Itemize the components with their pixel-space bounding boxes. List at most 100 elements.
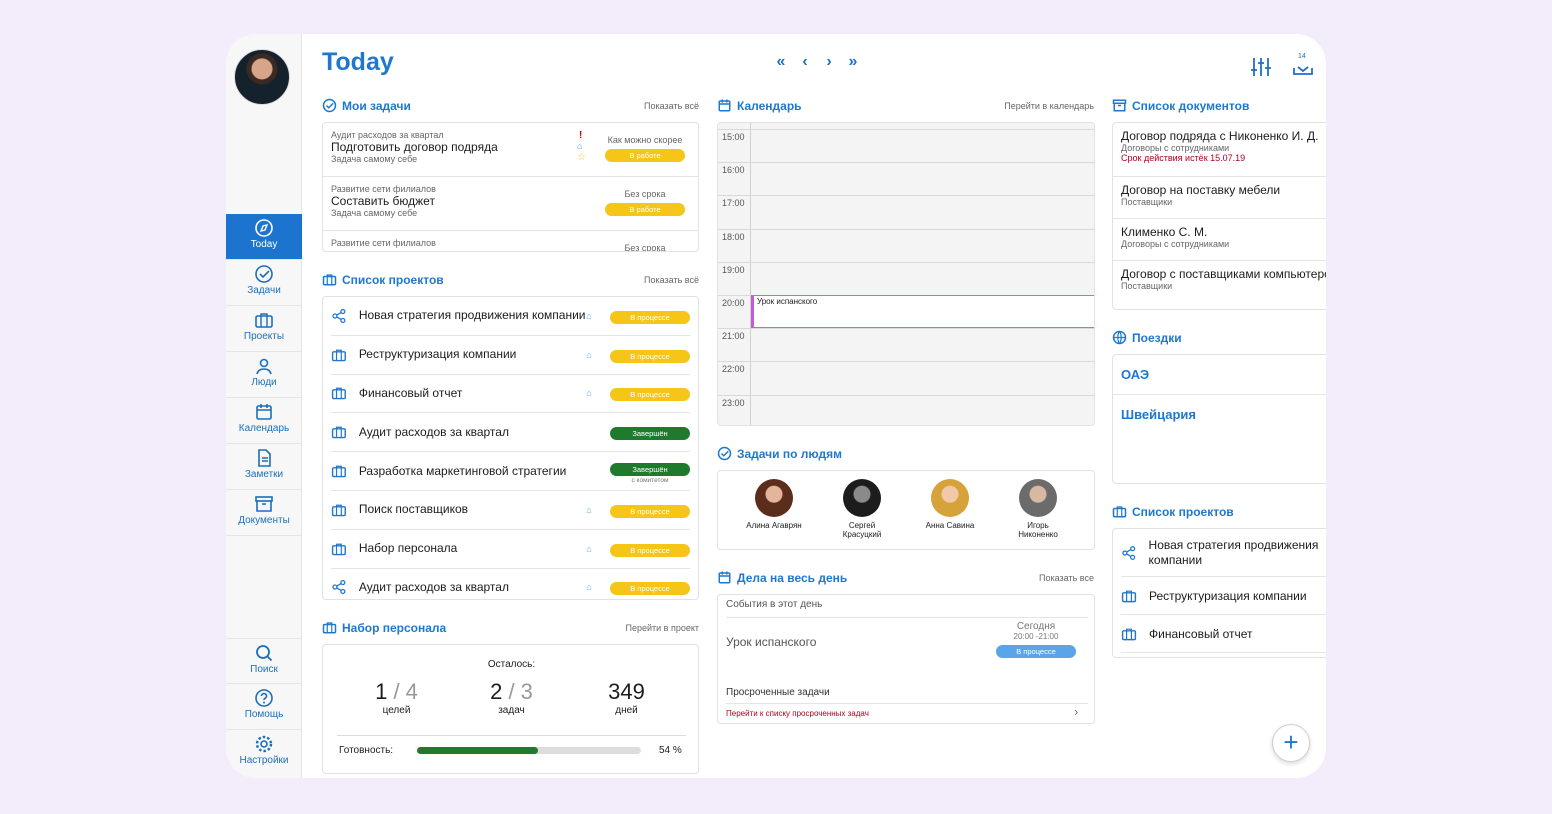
download-tray-icon [1293,66,1313,75]
task-assignee: Задача самому себе [331,154,418,164]
document-row[interactable]: Клименко С. М. Договоры с сотрудниками [1113,219,1326,261]
sidebar-item-today[interactable]: Today [226,214,302,260]
document-row[interactable]: Договор на поставку мебели Поставщики [1113,177,1326,219]
overdue-link[interactable]: Перейти к списку просроченных задач [726,709,869,718]
add-button[interactable]: + [1272,724,1310,762]
briefcase-icon [331,543,346,555]
calendar-hour-row[interactable]: 17:00 [718,195,1094,228]
calendar-hour-row[interactable]: 16:00 [718,162,1094,195]
project-name: Новая стратегия продвижения компании [358,308,586,323]
project-row[interactable]: Финансовый отчет ⌂ В процессе [331,375,690,414]
sidebar-item-notes[interactable]: Заметки [226,444,302,490]
briefcase-icon [322,622,337,634]
ready-progress [417,747,641,754]
tag-icon: ⌂ [586,310,592,321]
chevron-right-icon[interactable]: › [1074,704,1079,719]
sidebar-item-tasks[interactable]: Задачи [226,260,302,306]
sidebar-item-calendar[interactable]: Календарь [226,398,302,444]
toolbar: 14 [1250,53,1314,78]
archive-icon [255,496,273,512]
star-icon[interactable]: ☆ [577,152,586,163]
user-avatar[interactable] [234,49,290,105]
document-row[interactable]: Договор подряда с Никоненко И. Д. Догово… [1113,123,1326,177]
check-circle-icon [717,446,732,461]
calendar-hour-row[interactable]: 23:00 [718,394,1094,425]
person-item[interactable]: Анна Савина [902,479,998,530]
project-row[interactable]: Поиск поставщиков ⌂ В процессе [331,491,690,530]
sidebar-item-settings[interactable]: Настройки [226,730,302,776]
tasks-show-all-link[interactable]: Показать всё [644,100,699,111]
tasks-label: задач [498,705,525,716]
status-badge: В работе [605,149,685,162]
project-row[interactable]: Аудит расходов за квартал Завершён [331,413,690,453]
project-row[interactable]: Новая стратегия продвижения компании ⌂ В п… [331,297,690,336]
last-page-icon[interactable]: » [848,53,858,70]
person-item[interactable]: Игорь Никоненко [990,479,1086,539]
project-row[interactable]: Разработка маркетинговой стратегии Заверш… [331,452,690,491]
calendar-hour-row[interactable]: 19:00 [718,261,1094,295]
trip-item[interactable]: ОАЭ [1113,355,1326,395]
hour-label: 20:00 [722,298,745,308]
trip-item[interactable]: Швейцария [1121,407,1197,422]
document-row[interactable]: Договор с поставщиками компьютеров Поста… [1113,261,1326,303]
calendar-open-link[interactable]: Перейти в календарь [1004,100,1094,111]
hour-label: 23:00 [722,397,745,408]
projects-card: Новая стратегия продвижения компании ⌂ В п… [322,296,699,600]
compass-icon [255,219,273,237]
briefcase-icon [331,426,346,439]
allday-show-all-link[interactable]: Показать все [1039,572,1094,583]
task-project: Аудит расходов за квартал [331,130,444,140]
project-name: Финансовый отчет [358,385,463,400]
project-row[interactable]: Реструктуризация компании ⌂ В процессе [331,336,690,375]
task-row[interactable]: Аудит расходов за квартал Подготовить до… [323,123,698,177]
trips-header: Поездки [1112,330,1326,345]
download-button[interactable]: 14 [1292,53,1314,78]
calendar-hour-row[interactable]: 18:00 [718,228,1094,262]
calendar-icon [718,571,731,584]
hour-label: 17:00 [722,198,745,209]
project-row[interactable]: Новая стратегия продвижения компании [1121,529,1326,577]
person-item[interactable]: Сергей Красуцкий [814,479,910,539]
projects-show-all-link[interactable]: Показать всё [644,274,699,285]
check-circle-icon [322,98,337,113]
sidebar-item-documents[interactable]: Документы [226,490,302,536]
person-icon [256,358,272,375]
project-row[interactable]: Аудит расходов за квартал ⌂ В процессе [331,569,690,599]
tag-icon: ⌂ [586,388,592,399]
filters-icon[interactable] [1250,56,1272,78]
calendar-hour-row[interactable]: 15:00 [718,129,1094,162]
task-row[interactable]: Развитие сети филиалов Составить бюджет … [323,177,698,231]
task-row[interactable]: Развитие сети филиалов Без срока [323,231,698,251]
sidebar-item-help[interactable]: Помощь [226,684,302,730]
sidebar-item-label: Документы [238,515,290,526]
sidebar-item-people[interactable]: Люди [226,352,302,398]
calendar-hour-row[interactable]: 22:00 [718,361,1094,394]
overdue-label: Просроченные задачи [726,687,830,698]
project-row[interactable]: Реструктуризация компании [1121,577,1326,615]
task-name: Подготовить договор подряда [331,140,498,154]
prev-page-icon[interactable]: ‹ [802,53,808,70]
hiring-title: Набор персонала [342,620,447,635]
calendar-hour-row[interactable]: 21:00 [718,328,1094,361]
calendar-event[interactable]: Урок испанского [751,295,1094,328]
document-type: Поставщики [1121,281,1173,291]
sidebar-item-search[interactable]: Поиск [226,638,302,684]
next-page-icon[interactable]: › [826,53,832,70]
check-circle-icon [255,265,273,283]
help-icon [255,689,273,707]
days-count: 349 [608,679,645,704]
project-name: Разработка маркетинговой стратегии [358,463,567,478]
project-row[interactable]: Набор персонала ⌂ В процессе [331,530,690,569]
sidebar: Today Задачи Проекты Люди Календарь Заме… [226,34,302,778]
status-badge: Завершён [610,462,690,476]
allday-card: События в этот день Урок испанского Сего… [717,594,1095,724]
first-page-icon[interactable]: « [776,53,786,70]
allday-event-name[interactable]: Урок испанского [726,635,817,649]
tasks-done: 2 [490,679,503,704]
person-item[interactable]: Алина Агаврян [726,479,822,530]
status-badge: В работе [605,203,685,216]
project-row[interactable]: Финансовый отчет [1121,615,1326,653]
hour-label: 18:00 [722,231,745,242]
sidebar-item-projects[interactable]: Проекты [226,306,302,352]
hiring-project-link[interactable]: Перейти в проект [625,622,700,633]
